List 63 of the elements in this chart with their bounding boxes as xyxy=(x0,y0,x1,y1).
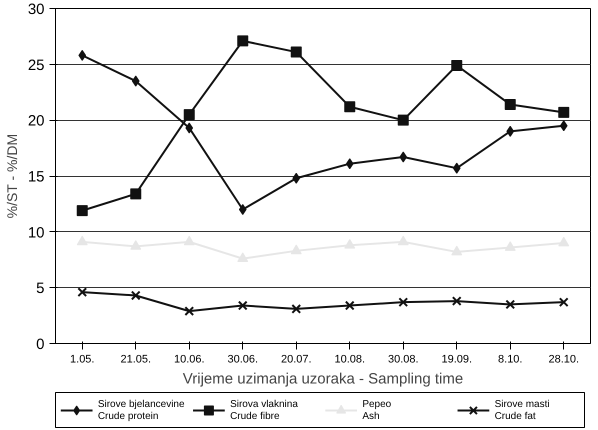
x-tick-label: 30.08. xyxy=(388,354,419,366)
point xyxy=(451,60,462,71)
point xyxy=(398,297,408,308)
x-tick-label: 20.07. xyxy=(280,354,312,366)
x-axis-title: Vrijeme uzimanja uzoraka - Sampling time xyxy=(182,370,464,388)
point xyxy=(132,76,140,87)
point xyxy=(291,304,302,314)
point xyxy=(77,287,88,298)
point xyxy=(344,238,356,249)
point xyxy=(346,158,354,170)
point xyxy=(185,122,194,134)
point xyxy=(290,244,302,254)
y-axis-title: %/ST - %/DM xyxy=(4,134,20,218)
point xyxy=(184,236,195,246)
point xyxy=(452,162,461,174)
x-tick-label: 30.06. xyxy=(227,354,258,366)
point xyxy=(398,236,409,246)
y-tick-label: 15 xyxy=(28,168,45,186)
point xyxy=(184,306,194,316)
x-tick-label: 28.10. xyxy=(548,354,580,366)
legend-label: Pepeo Ash xyxy=(362,398,392,422)
x-tick-label: 10.08. xyxy=(334,354,366,366)
point xyxy=(238,204,247,215)
point xyxy=(558,106,570,118)
y-tick-label: 30 xyxy=(28,1,45,18)
x-tick-label: 21.05. xyxy=(120,354,152,366)
y-tick-label: 5 xyxy=(36,280,44,298)
point xyxy=(452,296,462,306)
point xyxy=(558,297,569,308)
point xyxy=(238,300,248,310)
point xyxy=(504,99,516,110)
point xyxy=(76,205,88,216)
point xyxy=(505,300,516,310)
y-tick-label: 25 xyxy=(28,56,45,74)
point xyxy=(184,109,195,120)
point xyxy=(237,35,248,46)
point xyxy=(290,46,302,58)
legend-label: Sirove bjelancevine Crude protein xyxy=(98,398,185,422)
y-tick-label: 0 xyxy=(36,336,44,353)
point xyxy=(292,172,300,184)
x-tick-label: 19.09. xyxy=(441,354,472,366)
y-tick-label: 10 xyxy=(28,224,45,242)
point xyxy=(558,236,570,246)
x-tick-label: 1.05. xyxy=(70,354,94,366)
point xyxy=(344,101,356,112)
point xyxy=(506,126,514,137)
point xyxy=(130,188,142,200)
point xyxy=(344,300,355,310)
point xyxy=(76,236,88,246)
point xyxy=(398,114,409,126)
point xyxy=(130,290,141,300)
legend-label: Sirova vlaknina Crude fibre xyxy=(230,398,298,422)
point xyxy=(237,252,248,262)
y-tick-label: 20 xyxy=(28,112,45,130)
point xyxy=(451,246,462,256)
legend-label: Sirove masti Crude fat xyxy=(494,398,550,422)
point xyxy=(130,240,142,250)
point xyxy=(560,120,568,132)
x-tick-label: 10.06. xyxy=(174,354,205,366)
point xyxy=(78,50,86,61)
x-tick-label: 8.10. xyxy=(498,354,522,366)
point xyxy=(504,241,516,251)
point xyxy=(399,152,408,163)
